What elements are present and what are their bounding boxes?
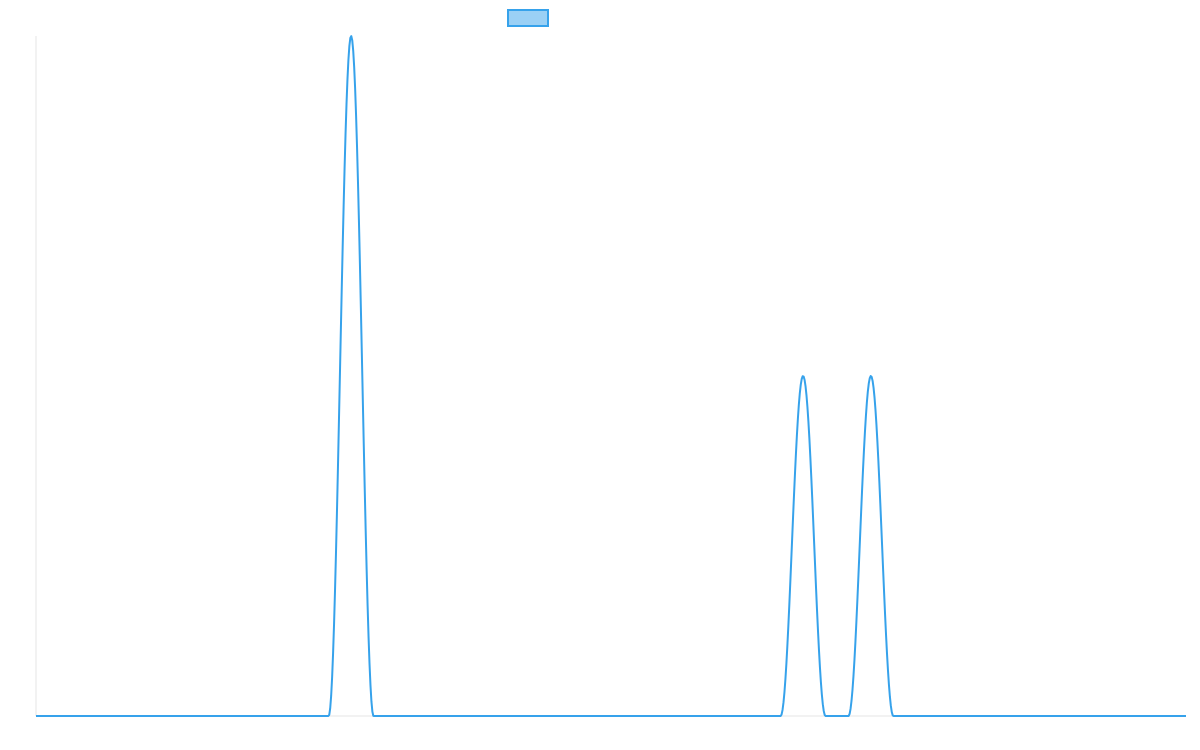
legend-swatch[interactable] bbox=[507, 9, 549, 27]
legend[interactable] bbox=[507, 9, 549, 27]
series-line bbox=[35, 35, 1187, 717]
series-layer bbox=[35, 35, 1187, 717]
axes bbox=[35, 36, 1186, 717]
